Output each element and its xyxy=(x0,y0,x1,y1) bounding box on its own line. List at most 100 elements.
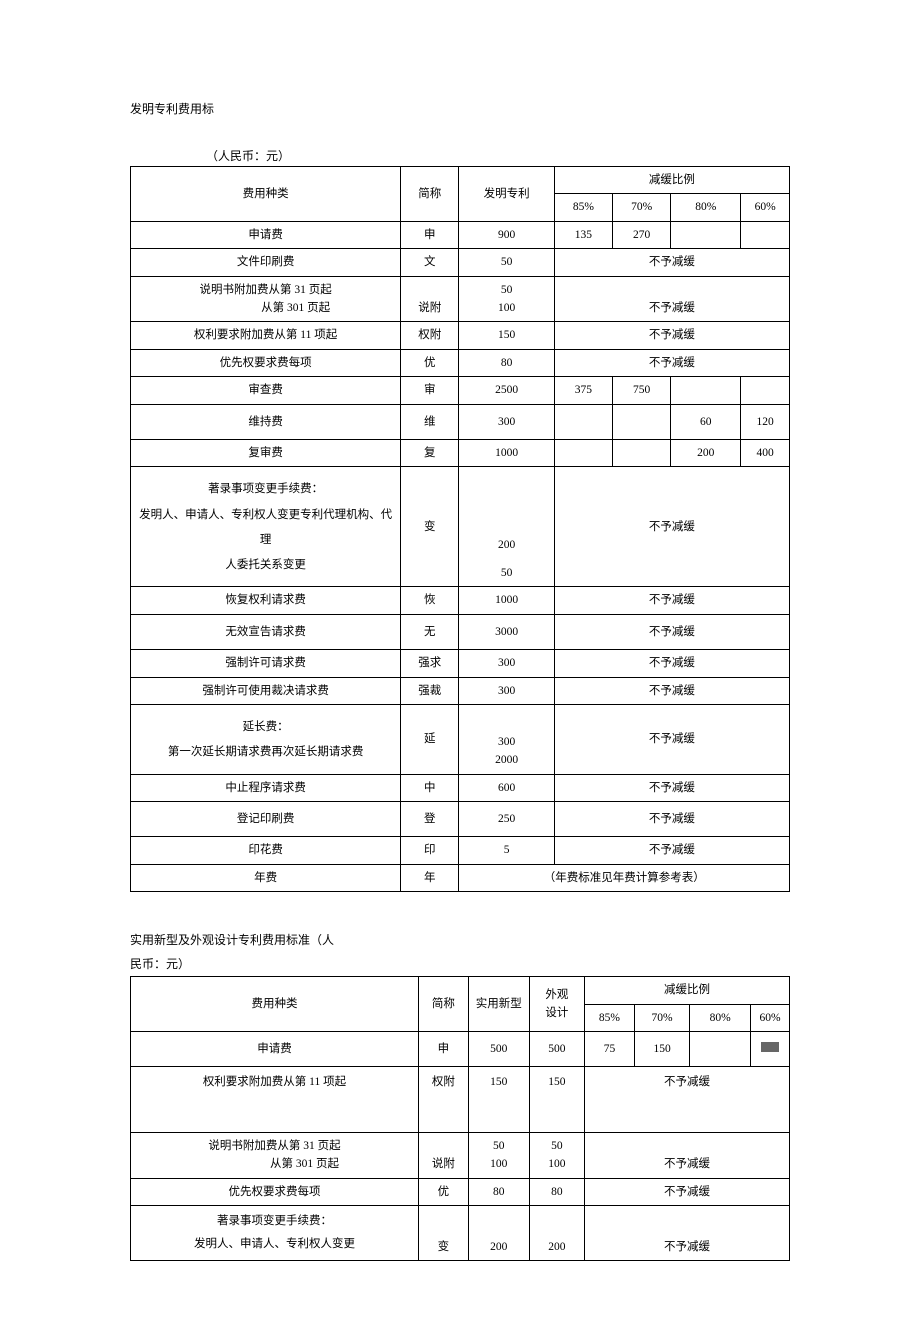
cell-inv: 1000 xyxy=(459,439,554,466)
cell-cat: 恢复权利请求费 xyxy=(131,587,401,614)
cell-note: 不予减缓 xyxy=(554,249,789,276)
cell-um: 500 xyxy=(468,1031,529,1066)
col-utility: 实用新型 xyxy=(468,977,529,1032)
cell-inv: 3000 xyxy=(459,614,554,649)
col-design-line1: 外观 xyxy=(534,986,580,1004)
cell-note: 不予减缓 xyxy=(554,677,789,704)
cell-inv-line1: 50 xyxy=(463,281,549,299)
cell-inv-line1: 300 xyxy=(463,733,549,751)
cell-abbr: 审 xyxy=(401,377,459,404)
header-row-1: 费用种类 简称 发明专利 减缓比例 xyxy=(131,167,790,194)
cell-cat: 说明书附加费从第 31 页起 从第 301 页起 xyxy=(131,276,401,322)
cell-wd: 200 xyxy=(529,1205,584,1260)
cell-cat: 延长费： 第一次延长期请求费再次延长期请求费 xyxy=(131,705,401,775)
cell-70: 750 xyxy=(613,377,671,404)
col-invention: 发明专利 xyxy=(459,167,554,222)
table-row: 优先权要求费每项 优 80 不予减缓 xyxy=(131,349,790,376)
cell-cat: 申请费 xyxy=(131,1031,419,1066)
cell-85: 375 xyxy=(554,377,612,404)
cell-um-line1: 50 xyxy=(473,1137,525,1155)
cell-wd: 150 xyxy=(529,1067,584,1132)
cell-note: 不予减缓 xyxy=(554,322,789,349)
mark-icon xyxy=(761,1042,779,1052)
table-row: 权利要求附加费从第 11 项起 权附 150 150 不予减缓 xyxy=(131,1067,790,1132)
cell-70: 150 xyxy=(634,1031,689,1066)
page-title-1: 发明专利费用标 xyxy=(130,100,790,117)
cell-abbr: 权附 xyxy=(401,322,459,349)
cell-note: 不予减缓 xyxy=(554,650,789,677)
col-category: 费用种类 xyxy=(131,167,401,222)
cell-abbr: 强裁 xyxy=(401,677,459,704)
col-85: 85% xyxy=(554,194,612,221)
table-row: 权利要求附加费从第 11 项起 权附 150 不予减缓 xyxy=(131,322,790,349)
col-80: 80% xyxy=(671,194,741,221)
table-row: 申请费 申 900 135 270 xyxy=(131,221,790,248)
table-row: 说明书附加费从第 31 页起 从第 301 页起 说附 50 100 不予减缓 xyxy=(131,276,790,322)
cell-60: 120 xyxy=(741,404,790,439)
cell-cat: 权利要求附加费从第 11 项起 xyxy=(131,322,401,349)
cell-note: 不予减缓 xyxy=(554,837,789,864)
col-design: 外观 设计 xyxy=(529,977,584,1032)
cell-80 xyxy=(690,1031,751,1066)
cell-inv: 50 xyxy=(459,249,554,276)
cell-cat-line2: 第一次延长期请求费再次延长期请求费 xyxy=(135,740,396,765)
cell-abbr: 复 xyxy=(401,439,459,466)
cell-um: 200 xyxy=(468,1205,529,1260)
cell-cat: 印花费 xyxy=(131,837,401,864)
table-row: 登记印刷费 登 250 不予减缓 xyxy=(131,802,790,837)
page-title-2: 实用新型及外观设计专利费用标准（人 民币：元） xyxy=(130,928,790,976)
cell-wd-line1: 50 xyxy=(534,1137,580,1155)
cell-70 xyxy=(613,439,671,466)
col-80: 80% xyxy=(690,1004,751,1031)
table-row: 无效宣告请求费 无 3000 不予减缓 xyxy=(131,614,790,649)
cell-cat: 文件印刷费 xyxy=(131,249,401,276)
cell-note: 不予减缓 xyxy=(554,587,789,614)
cell-abbr: 延 xyxy=(401,705,459,775)
cell-60 xyxy=(751,1031,790,1066)
cell-80: 60 xyxy=(671,404,741,439)
cell-abbr: 说附 xyxy=(418,1132,468,1178)
unit-label-1: （人民币：元） xyxy=(206,147,790,164)
cell-um: 50 100 xyxy=(468,1132,529,1178)
title2-line1: 实用新型及外观设计专利费用标准（人 xyxy=(130,928,790,952)
table-row: 审查费 审 2500 375 750 xyxy=(131,377,790,404)
cell-inv: 600 xyxy=(459,774,554,801)
cell-cat-line3: 人委托关系变更 xyxy=(135,553,396,578)
title2-line2: 民币：元） xyxy=(130,952,790,976)
cell-wd: 50 100 xyxy=(529,1132,584,1178)
col-60: 60% xyxy=(751,1004,790,1031)
cell-cat: 维持费 xyxy=(131,404,401,439)
cell-80 xyxy=(671,377,741,404)
col-reduce: 减缓比例 xyxy=(554,167,789,194)
table-row: 印花费 印 5 不予减缓 xyxy=(131,837,790,864)
cell-abbr: 优 xyxy=(401,349,459,376)
cell-cat-line2: 发明人、申请人、专利权人变更 xyxy=(135,1233,414,1256)
cell-abbr: 文 xyxy=(401,249,459,276)
cell-abbr: 申 xyxy=(418,1031,468,1066)
cell-um: 150 xyxy=(468,1067,529,1132)
table-row: 优先权要求费每项 优 80 80 不予减缓 xyxy=(131,1178,790,1205)
cell-abbr: 无 xyxy=(401,614,459,649)
cell-inv: 80 xyxy=(459,349,554,376)
col-design-line2: 设计 xyxy=(534,1004,580,1022)
col-70: 70% xyxy=(613,194,671,221)
cell-note: 不予减缓 xyxy=(554,614,789,649)
cell-80: 200 xyxy=(671,439,741,466)
cell-note: 不予减缓 xyxy=(554,774,789,801)
cell-cat: 中止程序请求费 xyxy=(131,774,401,801)
cell-cat-line1: 著录事项变更手续费： xyxy=(135,477,396,502)
cell-70: 270 xyxy=(613,221,671,248)
table-row: 文件印刷费 文 50 不予减缓 xyxy=(131,249,790,276)
cell-cat: 优先权要求费每项 xyxy=(131,349,401,376)
cell-inv: 300 xyxy=(459,650,554,677)
cell-cat: 无效宣告请求费 xyxy=(131,614,401,649)
cell-cat: 强制许可请求费 xyxy=(131,650,401,677)
cell-cat-line2: 从第 301 页起 xyxy=(135,299,396,317)
col-60: 60% xyxy=(741,194,790,221)
cell-abbr: 权附 xyxy=(418,1067,468,1132)
cell-note: 不予减缓 xyxy=(585,1178,790,1205)
cell-cat-line1: 说明书附加费从第 31 页起 xyxy=(135,281,396,299)
cell-abbr: 年 xyxy=(401,864,459,891)
cell-cat-line1: 延长费： xyxy=(135,715,396,740)
table-row: 复审费 复 1000 200 400 xyxy=(131,439,790,466)
